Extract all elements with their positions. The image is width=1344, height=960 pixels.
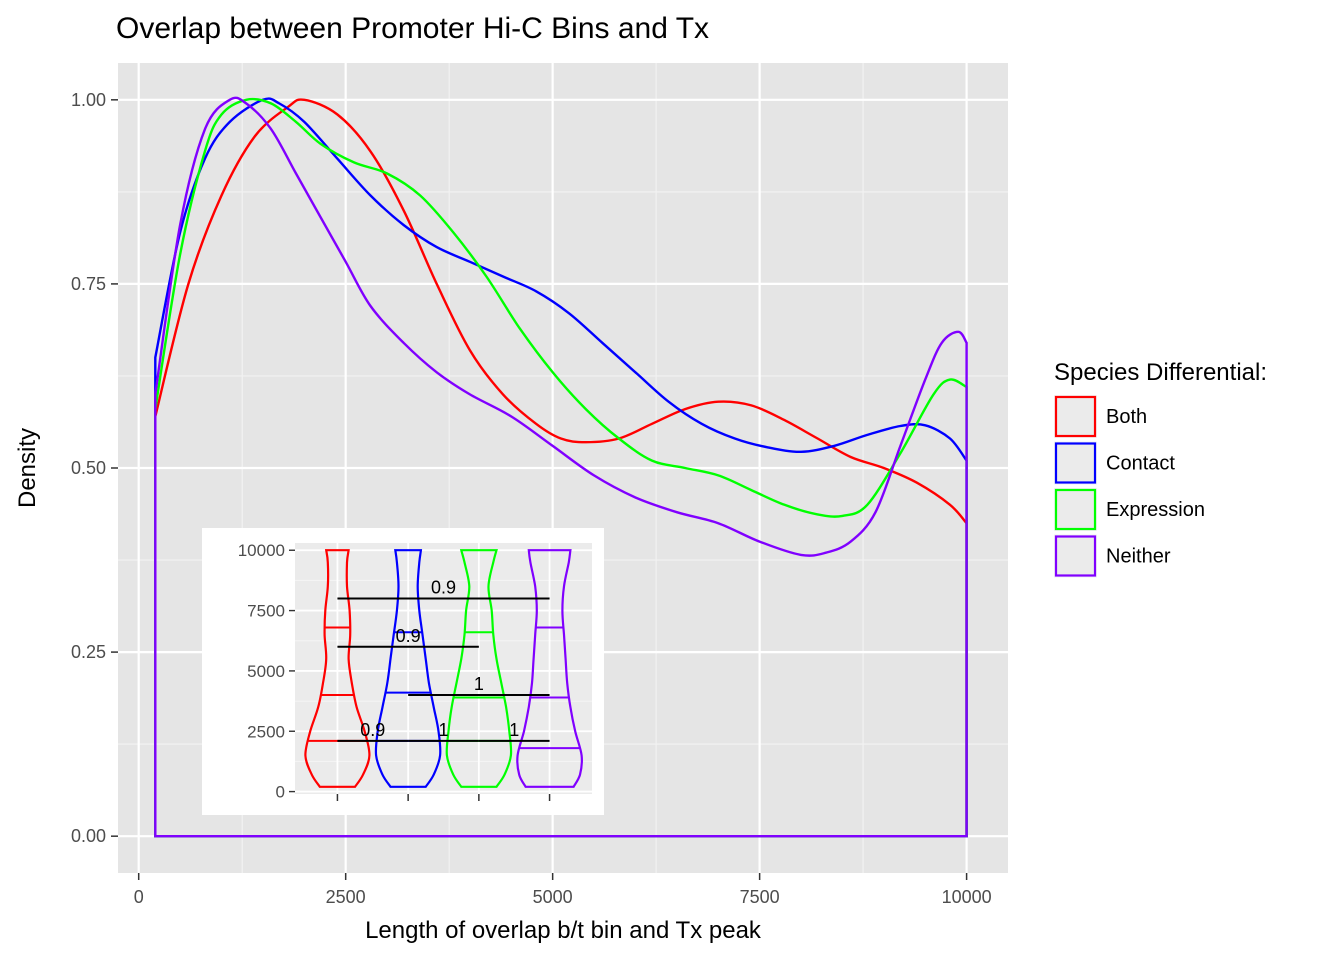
density-series — [154, 96, 968, 838]
legend-label-expression: Expression — [1106, 499, 1205, 521]
comparison-label: 0.9 — [360, 720, 385, 740]
y-tick-label: 0.25 — [71, 642, 106, 662]
legend-key-both — [1054, 395, 1097, 438]
comparison-label: 0.9 — [396, 626, 421, 646]
comparison-label: 1 — [474, 674, 484, 694]
y-tick-label: 1.00 — [71, 90, 106, 110]
violin-expression — [445, 549, 513, 788]
inset-y-tick-label: 10000 — [238, 541, 285, 560]
x-tick-label: 5000 — [533, 887, 573, 907]
inset-y-tick-label: 5000 — [247, 662, 285, 681]
legend-key-neither — [1054, 535, 1097, 577]
violin-both — [304, 549, 371, 788]
series-neither — [154, 96, 968, 838]
series-expression — [154, 97, 968, 838]
x-tick-label: 0 — [134, 887, 144, 907]
x-axis-ticks: 0 2500 5000 7500 10000 — [134, 873, 992, 907]
x-axis-title: Length of overlap b/t bin and Tx peak — [365, 917, 762, 944]
legend: Species Differential: Both Contact Express… — [1054, 359, 1267, 578]
violin-contact — [374, 549, 442, 788]
violin-inset: 0 2500 5000 7500 10000 0.9 0.9 1 0.9 1 1 — [202, 528, 604, 815]
x-tick-label: 2500 — [326, 887, 366, 907]
x-tick-label: 7500 — [740, 887, 780, 907]
legend-key-contact — [1054, 442, 1097, 484]
legend-key-expression — [1054, 488, 1097, 531]
legend-label-contact: Contact — [1106, 453, 1175, 475]
y-axis-ticks: 0.00 0.25 0.50 0.75 1.00 — [71, 90, 118, 846]
x-tick-label: 10000 — [942, 887, 992, 907]
inset-y-tick-label: 2500 — [247, 722, 285, 741]
y-tick-label: 0.75 — [71, 274, 106, 294]
y-axis-title: Density — [14, 428, 41, 508]
violin-neither — [516, 549, 583, 788]
comparison-label: 1 — [509, 720, 519, 740]
y-tick-label: 0.00 — [71, 826, 106, 846]
legend-label-neither: Neither — [1106, 546, 1171, 568]
inset-panel — [295, 543, 592, 794]
comparison-label: 1 — [438, 720, 448, 740]
legend-label-both: Both — [1106, 406, 1147, 428]
inset-y-tick-label: 0 — [276, 783, 285, 802]
y-tick-label: 0.50 — [71, 458, 106, 478]
chart-title: Overlap between Promoter Hi-C Bins and T… — [116, 12, 709, 45]
legend-title: Species Differential: — [1054, 359, 1267, 386]
inset-y-tick-label: 7500 — [247, 602, 285, 621]
comparison-label: 0.9 — [431, 578, 456, 598]
